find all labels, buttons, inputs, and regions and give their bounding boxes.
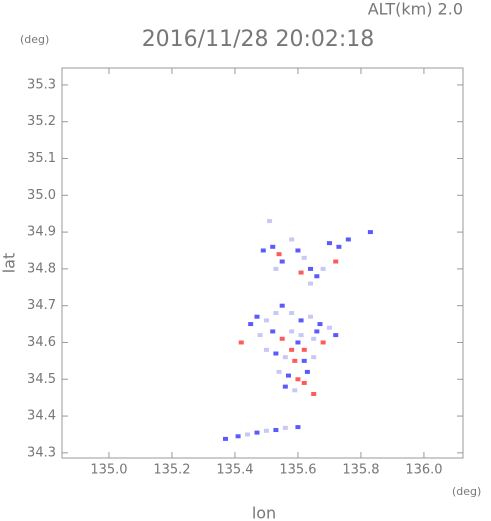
radar-echo bbox=[282, 384, 288, 389]
radar-echo bbox=[248, 322, 254, 327]
y-tick-label: 34.5 bbox=[27, 372, 56, 387]
y-axis-label: lat bbox=[0, 253, 19, 274]
radar-echo bbox=[292, 358, 298, 363]
radar-echo bbox=[289, 237, 295, 242]
radar-echo bbox=[298, 270, 304, 275]
radar-echo bbox=[320, 340, 326, 345]
radar-echo bbox=[279, 336, 285, 341]
y-tick-label: 34.3 bbox=[27, 445, 56, 460]
y-tick-label: 34.6 bbox=[27, 335, 56, 350]
radar-echo bbox=[279, 259, 285, 264]
radar-echo bbox=[320, 266, 326, 271]
x-tick-label: 135.6 bbox=[279, 463, 316, 478]
radar-echo bbox=[279, 303, 285, 308]
radar-echo bbox=[235, 434, 241, 439]
radar-echo bbox=[298, 318, 304, 323]
radar-echo bbox=[301, 358, 307, 363]
plot-frame bbox=[61, 67, 464, 459]
x-tick-label: 136.0 bbox=[405, 463, 442, 478]
y-unit: (deg) bbox=[20, 33, 49, 46]
radar-echo bbox=[311, 336, 317, 341]
radar-echo bbox=[254, 314, 260, 319]
radar-echo bbox=[333, 333, 339, 338]
y-tick-label: 35.0 bbox=[27, 188, 56, 203]
radar-echo bbox=[273, 266, 279, 271]
radar-echo bbox=[282, 425, 288, 430]
radar-echo bbox=[273, 311, 279, 316]
radar-echo bbox=[311, 355, 317, 360]
radar-echo bbox=[289, 329, 295, 334]
radar-echo bbox=[273, 428, 279, 433]
radar-echo bbox=[295, 377, 301, 382]
y-tick-label: 34.7 bbox=[27, 298, 56, 313]
radar-echo bbox=[276, 252, 282, 257]
radar-echo bbox=[336, 244, 342, 249]
radar-echo bbox=[367, 230, 373, 235]
y-tick-label: 35.2 bbox=[27, 114, 56, 129]
radar-echo bbox=[333, 259, 339, 264]
radar-echo bbox=[304, 369, 310, 374]
chart-title: 2016/11/28 20:02:18 bbox=[142, 27, 375, 52]
x-axis-label: lon bbox=[252, 504, 276, 521]
x-tick-label: 135.8 bbox=[342, 463, 379, 478]
y-tick-label: 35.3 bbox=[27, 77, 56, 92]
radar-echo bbox=[292, 388, 298, 393]
radar-echo bbox=[270, 244, 276, 249]
radar-echo bbox=[295, 425, 301, 430]
radar-echo bbox=[270, 329, 276, 334]
radar-echo bbox=[314, 329, 320, 334]
radar-echo bbox=[238, 340, 244, 345]
radar-echo bbox=[317, 322, 323, 327]
radar-echo bbox=[254, 430, 260, 435]
radar-echo bbox=[326, 241, 332, 246]
radar-echo bbox=[222, 436, 228, 441]
radar-echo bbox=[285, 373, 291, 378]
radar-echo bbox=[289, 347, 295, 352]
radar-echo bbox=[345, 237, 351, 242]
x-unit: (deg) bbox=[452, 485, 481, 498]
radar-echo bbox=[257, 333, 263, 338]
radar-echo bbox=[276, 369, 282, 374]
y-tick-label: 35.1 bbox=[27, 151, 56, 166]
radar-echo bbox=[298, 333, 304, 338]
radar-echo bbox=[282, 355, 288, 360]
x-tick-label: 135.0 bbox=[90, 463, 127, 478]
radar-echo bbox=[308, 266, 314, 271]
radar-echo bbox=[263, 347, 269, 352]
x-tick-label: 135.2 bbox=[153, 463, 190, 478]
radar-echo bbox=[308, 281, 314, 286]
radar-echo bbox=[314, 274, 320, 279]
radar-echo bbox=[295, 340, 301, 345]
radar-echo bbox=[326, 325, 332, 330]
x-tick-label: 135.4 bbox=[216, 463, 253, 478]
radar-echo bbox=[245, 432, 251, 437]
radar-echo bbox=[267, 219, 273, 224]
radar-echo bbox=[301, 347, 307, 352]
radar-echo bbox=[289, 311, 295, 316]
radar-echo bbox=[301, 255, 307, 260]
radar-echo bbox=[301, 380, 307, 385]
radar-echo bbox=[308, 314, 314, 319]
radar-echo bbox=[273, 351, 279, 356]
y-tick-label: 34.9 bbox=[27, 225, 56, 240]
altitude-label: ALT(km) 2.0 bbox=[368, 0, 463, 19]
y-tick-label: 34.8 bbox=[27, 261, 56, 276]
radar-echo bbox=[263, 428, 269, 433]
radar-echo bbox=[263, 318, 269, 323]
y-tick-label: 34.4 bbox=[27, 409, 56, 424]
radar-echo bbox=[295, 248, 301, 253]
radar-echo bbox=[311, 391, 317, 396]
radar-echo bbox=[260, 248, 266, 253]
